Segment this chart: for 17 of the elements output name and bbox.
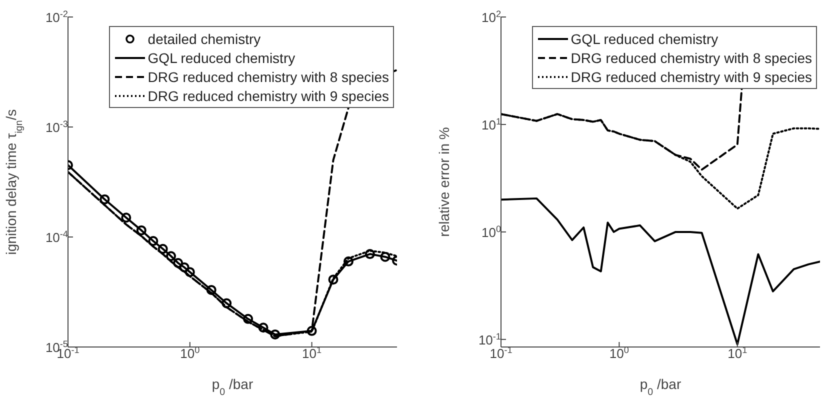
legend-label: detailed chemistry — [148, 30, 261, 46]
legend-label: DRG reduced chemistry with 9 species — [570, 68, 812, 84]
y-tick-label: 10$^{1}$ — [481, 116, 501, 132]
y-tick-label: 10$^{-2}$ — [45, 9, 68, 25]
legend-label: DRG reduced chemistry with 9 species — [148, 88, 389, 104]
x-axis-title: p$_{0}$ /bar — [640, 376, 682, 398]
y-tick-label: 10$^{2}$ — [481, 9, 501, 25]
x-axis-title: p$_{0}$ /bar — [212, 376, 254, 398]
y-axis-title: relative error in % — [436, 127, 452, 237]
y-tick-label: 10$^{-4}$ — [45, 229, 68, 245]
legend-label: DRG reduced chemistry with 8 species — [148, 68, 389, 84]
legend-label: GQL reduced chemistry — [570, 30, 718, 46]
legend-label: DRG reduced chemistry with 8 species — [570, 50, 812, 66]
legend-label: GQL reduced chemistry — [148, 50, 296, 66]
y-tick-label: 10$^{0}$ — [481, 224, 501, 240]
y-tick-label: 10$^{-3}$ — [45, 119, 68, 135]
y-tick-label: 10$^{-1}$ — [478, 331, 501, 348]
